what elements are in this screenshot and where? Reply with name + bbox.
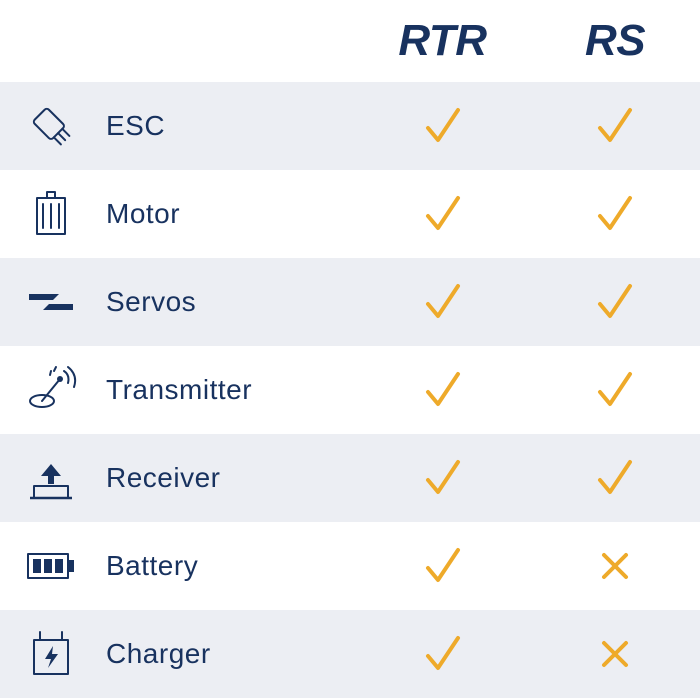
- mark-rtr: [355, 458, 530, 498]
- table-header-row: RTR RS: [0, 0, 700, 82]
- label-cell: Charger: [0, 625, 355, 683]
- table-row: ESC: [0, 82, 700, 170]
- mark-rs: [530, 458, 700, 498]
- servos-icon: [22, 273, 80, 331]
- comparison-table: RTR RS ESC Motor Servos Transmitter: [0, 0, 700, 698]
- mark-rs: [530, 194, 700, 234]
- mark-rtr: [355, 370, 530, 410]
- table-row: Transmitter: [0, 346, 700, 434]
- table-row: Servos: [0, 258, 700, 346]
- mark-rtr: [355, 194, 530, 234]
- mark-rtr: [355, 282, 530, 322]
- receiver-icon: [22, 449, 80, 507]
- column-header-rtr: RTR: [355, 16, 530, 66]
- row-label: Charger: [106, 638, 211, 670]
- charger-icon: [22, 625, 80, 683]
- mark-rtr: [355, 634, 530, 674]
- mark-rtr: [355, 546, 530, 586]
- label-cell: Transmitter: [0, 361, 355, 419]
- column-header-rs: RS: [530, 16, 700, 66]
- row-label: Servos: [106, 286, 196, 318]
- label-cell: Receiver: [0, 449, 355, 507]
- table-row: Motor: [0, 170, 700, 258]
- label-cell: Servos: [0, 273, 355, 331]
- label-cell: Battery: [0, 537, 355, 595]
- table-row: Charger: [0, 610, 700, 698]
- row-label: ESC: [106, 110, 165, 142]
- battery-icon: [22, 537, 80, 595]
- table-row: Battery: [0, 522, 700, 610]
- row-label: Transmitter: [106, 374, 252, 406]
- mark-rs: [530, 551, 700, 581]
- label-cell: ESC: [0, 97, 355, 155]
- mark-rs: [530, 370, 700, 410]
- label-cell: Motor: [0, 185, 355, 243]
- row-label: Battery: [106, 550, 198, 582]
- transmitter-icon: [22, 361, 80, 419]
- motor-icon: [22, 185, 80, 243]
- esc-icon: [22, 97, 80, 155]
- row-label: Receiver: [106, 462, 220, 494]
- mark-rtr: [355, 106, 530, 146]
- table-row: Receiver: [0, 434, 700, 522]
- mark-rs: [530, 282, 700, 322]
- mark-rs: [530, 639, 700, 669]
- mark-rs: [530, 106, 700, 146]
- row-label: Motor: [106, 198, 180, 230]
